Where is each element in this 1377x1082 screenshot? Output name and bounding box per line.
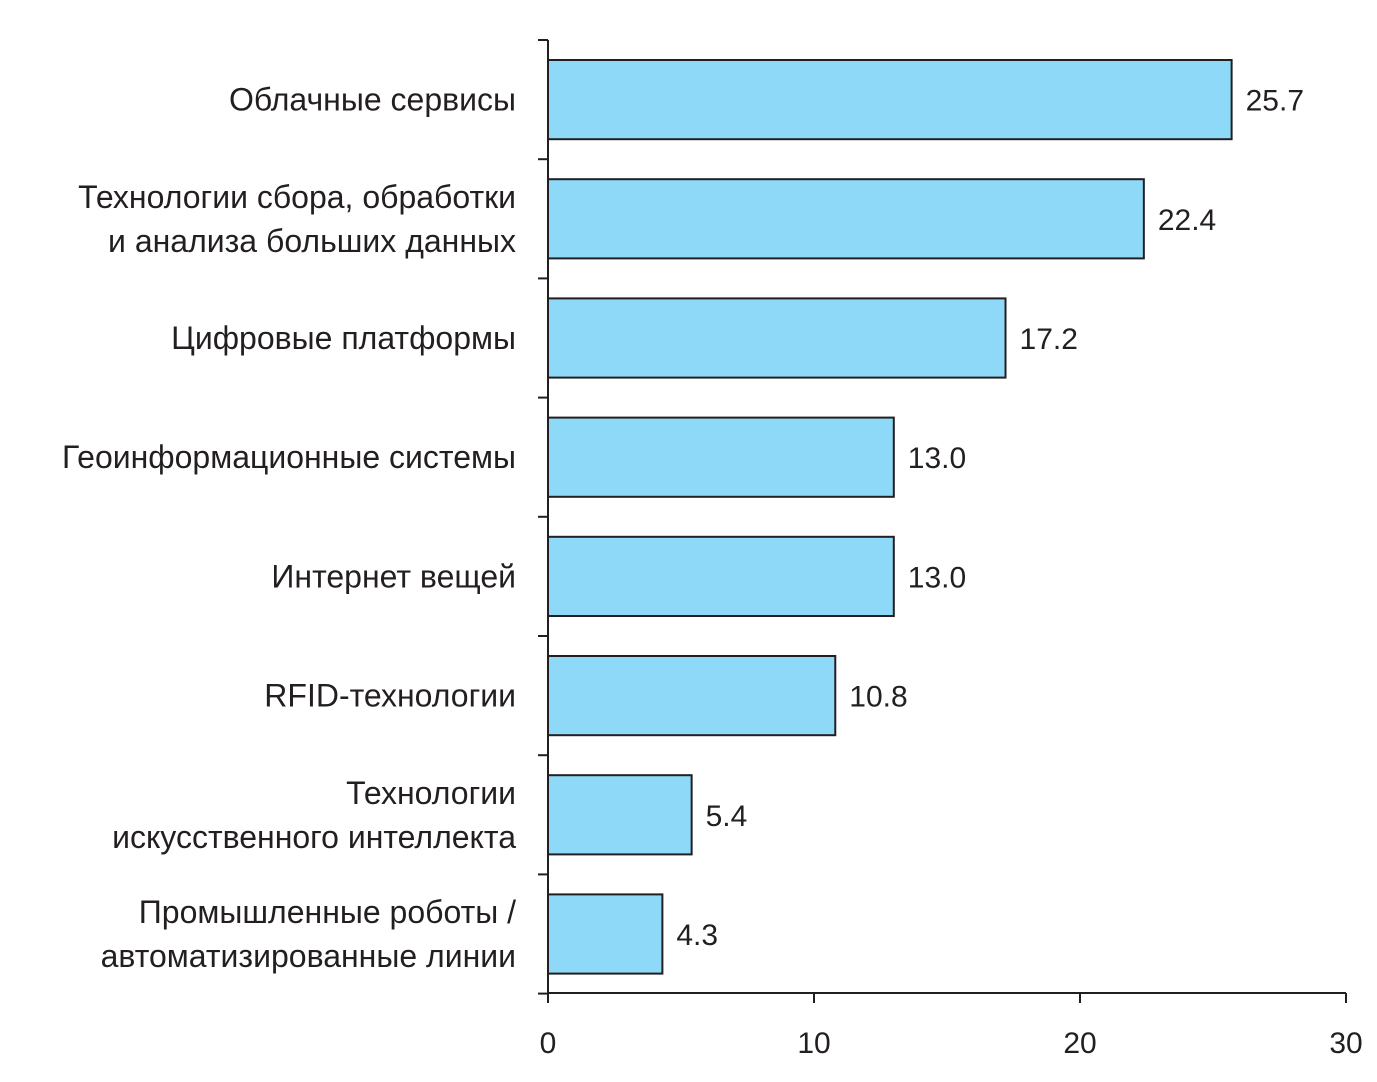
bar	[547, 59, 1233, 141]
x-tick-label: 0	[540, 1027, 557, 1060]
category-label: Облачные сервисы	[229, 82, 516, 118]
bar	[547, 774, 693, 856]
x-tick-label: 30	[1329, 1027, 1362, 1060]
bar	[547, 655, 837, 737]
labels-layer: 25.7 Облачные сервисы 22.4 Технологии сбора…	[62, 82, 1363, 1060]
category-label: Геоинформационные системы	[62, 439, 516, 475]
category-label: Технологии сбора, обработки	[78, 179, 516, 215]
bar	[547, 416, 895, 498]
bar	[547, 297, 1007, 379]
data-label: 4.3	[676, 919, 718, 952]
data-label: 22.4	[1158, 204, 1216, 237]
bar	[547, 178, 1145, 260]
category-label: автоматизированные линии	[101, 938, 516, 974]
data-label: 5.4	[706, 800, 748, 833]
axes	[538, 39, 1347, 1003]
bar	[547, 893, 664, 975]
data-label: 13.0	[908, 561, 966, 594]
category-label: искусственного интеллекта	[112, 819, 516, 855]
category-label: и анализа больших данных	[108, 223, 516, 259]
category-label: Промышленные роботы /	[139, 894, 516, 930]
data-label: 25.7	[1246, 85, 1304, 118]
data-label: 10.8	[849, 681, 907, 714]
category-label: Интернет вещей	[271, 558, 516, 594]
bars-layer	[547, 59, 1233, 975]
bar	[547, 535, 895, 617]
x-tick-label: 10	[797, 1027, 830, 1060]
category-label: RFID-технологии	[264, 678, 516, 714]
x-tick-label: 20	[1063, 1027, 1096, 1060]
data-label: 13.0	[908, 442, 966, 475]
data-label: 17.2	[1020, 323, 1078, 356]
category-label: Технологии	[346, 775, 516, 811]
category-label: Цифровые платформы	[171, 320, 516, 356]
